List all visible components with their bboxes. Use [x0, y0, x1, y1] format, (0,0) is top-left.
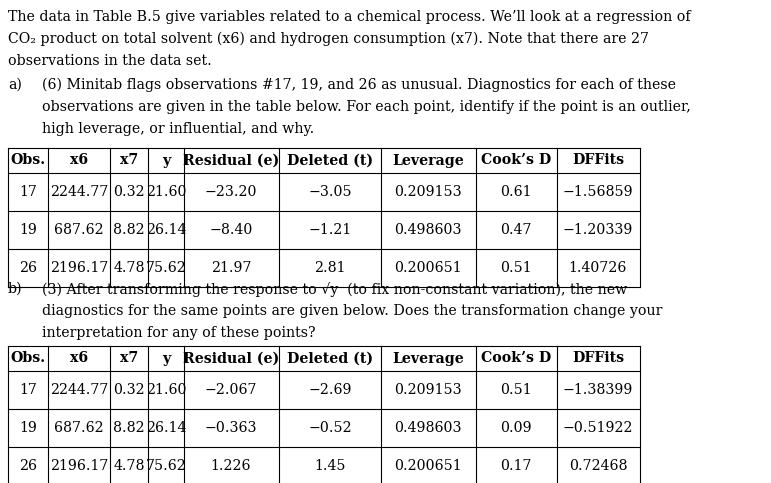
Text: 1.226: 1.226: [210, 459, 251, 473]
Text: x7: x7: [120, 352, 138, 366]
Text: 0.09: 0.09: [500, 421, 532, 435]
Text: 0.51: 0.51: [500, 383, 532, 397]
Text: −23.20: −23.20: [205, 185, 258, 199]
Text: Deleted (t): Deleted (t): [287, 352, 373, 366]
Text: 75.62: 75.62: [146, 459, 187, 473]
Text: Residual (e): Residual (e): [183, 352, 279, 366]
Text: 2244.77: 2244.77: [50, 185, 108, 199]
Text: Obs.: Obs.: [11, 352, 45, 366]
Text: 26: 26: [19, 459, 37, 473]
Text: observations are given in the table below. For each point, identify if the point: observations are given in the table belo…: [42, 100, 691, 114]
Text: 2.81: 2.81: [315, 261, 345, 275]
Text: DFFits: DFFits: [572, 352, 624, 366]
Text: −1.21: −1.21: [308, 223, 352, 237]
Text: CO₂ product on total solvent (x6) and hydrogen consumption (x7). Note that there: CO₂ product on total solvent (x6) and hy…: [8, 32, 649, 46]
Text: Leverage: Leverage: [392, 352, 464, 366]
Text: 17: 17: [19, 185, 37, 199]
Text: −1.56859: −1.56859: [563, 185, 633, 199]
Text: 1.40726: 1.40726: [569, 261, 627, 275]
Text: −1.20339: −1.20339: [563, 223, 633, 237]
Text: y: y: [162, 352, 170, 366]
Text: 8.82: 8.82: [113, 421, 145, 435]
Text: Obs.: Obs.: [11, 154, 45, 168]
Text: 2196.17: 2196.17: [50, 459, 108, 473]
Text: −0.52: −0.52: [308, 421, 352, 435]
Text: −2.69: −2.69: [308, 383, 352, 397]
Text: 75.62: 75.62: [146, 261, 187, 275]
Text: 0.200651: 0.200651: [394, 261, 462, 275]
Text: 0.498603: 0.498603: [394, 421, 462, 435]
Text: 0.72468: 0.72468: [569, 459, 628, 473]
Text: 0.32: 0.32: [113, 185, 145, 199]
Text: The data in Table B.5 give variables related to a chemical process. We’ll look a: The data in Table B.5 give variables rel…: [8, 10, 691, 24]
Text: high leverage, or influential, and why.: high leverage, or influential, and why.: [42, 122, 315, 136]
Text: 8.82: 8.82: [113, 223, 145, 237]
Text: 687.62: 687.62: [54, 421, 104, 435]
Text: −0.363: −0.363: [205, 421, 258, 435]
Text: x6: x6: [70, 352, 88, 366]
Text: x7: x7: [120, 154, 138, 168]
Text: DFFits: DFFits: [572, 154, 624, 168]
Text: 0.51: 0.51: [500, 261, 532, 275]
Text: 0.17: 0.17: [500, 459, 532, 473]
Text: 17: 17: [19, 383, 37, 397]
Text: 687.62: 687.62: [54, 223, 104, 237]
Text: 21.60: 21.60: [146, 383, 187, 397]
Text: −8.40: −8.40: [209, 223, 253, 237]
Text: −2.067: −2.067: [205, 383, 258, 397]
Text: 0.47: 0.47: [500, 223, 532, 237]
Text: (3) After transforming the response to √y  (to fix non-constant variation), the : (3) After transforming the response to √…: [42, 282, 628, 297]
Text: b): b): [8, 282, 22, 296]
Text: 19: 19: [19, 421, 37, 435]
Text: 0.61: 0.61: [500, 185, 532, 199]
Text: Cook’s D: Cook’s D: [481, 352, 551, 366]
Text: interpretation for any of these points?: interpretation for any of these points?: [42, 326, 315, 340]
Text: y: y: [162, 154, 170, 168]
Text: 0.200651: 0.200651: [394, 459, 462, 473]
Text: 26.14: 26.14: [146, 421, 186, 435]
Text: −0.51922: −0.51922: [563, 421, 633, 435]
Text: 1.45: 1.45: [315, 459, 345, 473]
Text: a): a): [8, 78, 22, 92]
Text: 4.78: 4.78: [113, 459, 145, 473]
Text: Deleted (t): Deleted (t): [287, 154, 373, 168]
Text: 26: 26: [19, 261, 37, 275]
Text: Residual (e): Residual (e): [183, 154, 279, 168]
Text: −3.05: −3.05: [308, 185, 352, 199]
Text: 4.78: 4.78: [113, 261, 145, 275]
Text: 0.209153: 0.209153: [394, 383, 462, 397]
Text: Cook’s D: Cook’s D: [481, 154, 551, 168]
Text: Leverage: Leverage: [392, 154, 464, 168]
Text: x6: x6: [70, 154, 88, 168]
Text: 26.14: 26.14: [146, 223, 186, 237]
Text: 2196.17: 2196.17: [50, 261, 108, 275]
Text: 0.32: 0.32: [113, 383, 145, 397]
Text: 19: 19: [19, 223, 37, 237]
Text: −1.38399: −1.38399: [563, 383, 633, 397]
Text: 0.498603: 0.498603: [394, 223, 462, 237]
Text: 0.209153: 0.209153: [394, 185, 462, 199]
Text: 21.60: 21.60: [146, 185, 187, 199]
Text: 2244.77: 2244.77: [50, 383, 108, 397]
Text: diagnostics for the same points are given below. Does the transformation change : diagnostics for the same points are give…: [42, 304, 662, 318]
Text: observations in the data set.: observations in the data set.: [8, 54, 212, 68]
Text: 21.97: 21.97: [210, 261, 251, 275]
Text: (6) Minitab flags observations #17, 19, and 26 as unusual. Diagnostics for each : (6) Minitab flags observations #17, 19, …: [42, 78, 676, 92]
